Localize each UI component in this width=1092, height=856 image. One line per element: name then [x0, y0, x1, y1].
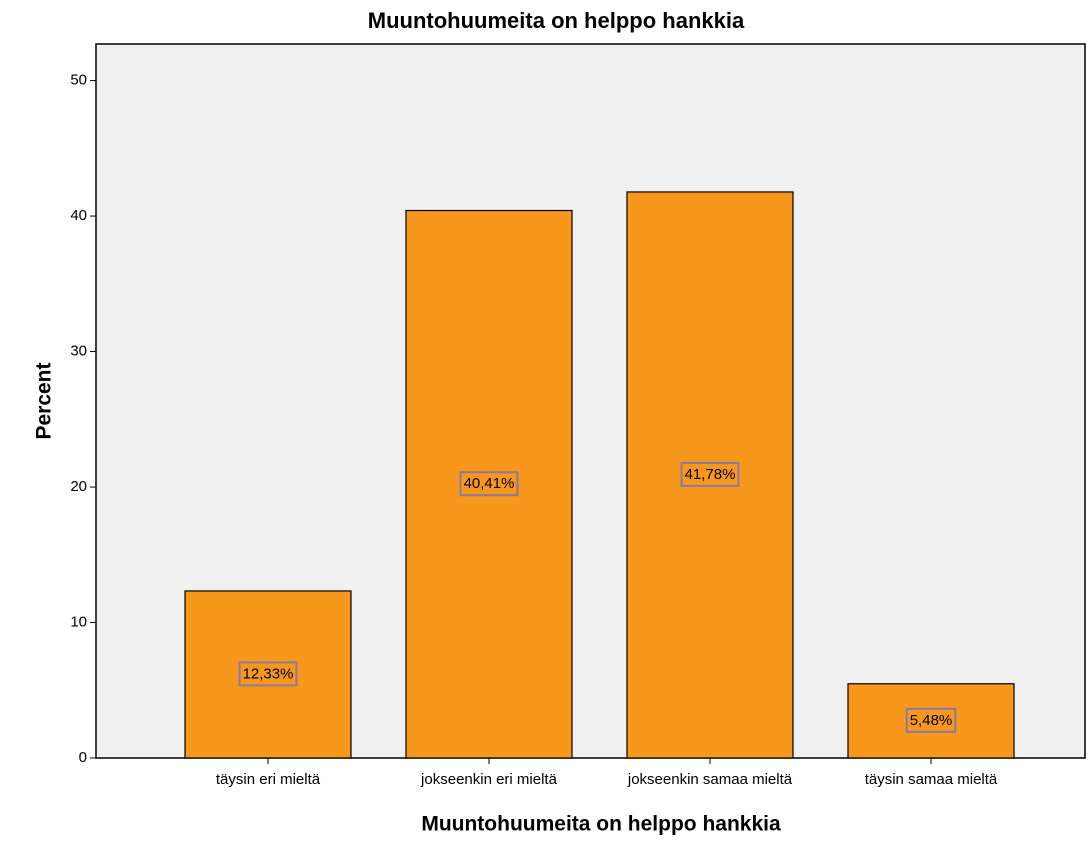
y-tick-label: 10 [70, 613, 87, 630]
x-tick-label: jokseenkin eri mieltä [420, 771, 558, 788]
y-tick-label: 20 [70, 478, 87, 495]
bar [847, 683, 1015, 759]
x-axis-title: Muuntohuumeita on helppo hankkia [421, 813, 781, 836]
value-label-box [905, 707, 957, 733]
y-axis-title: Percent [33, 362, 56, 439]
x-tick-label: jokseenkin samaa mieltä [627, 771, 793, 788]
y-tick-label: 40 [70, 207, 87, 224]
bar [626, 191, 794, 759]
value-label: 41,78% [685, 466, 736, 483]
x-tick-label: täysin samaa mieltä [865, 771, 998, 788]
value-label: 5,48% [910, 712, 953, 729]
value-label: 40,41% [464, 475, 515, 492]
value-label-box [238, 661, 298, 687]
value-label: 12,33% [243, 665, 294, 682]
value-label-box [680, 461, 740, 487]
y-tick-label: 0 [79, 749, 87, 766]
chart-title: Muuntohuumeita on helppo hankkia [368, 8, 745, 33]
bar [184, 590, 352, 759]
value-label-box [459, 471, 519, 497]
y-tick-label: 50 [70, 72, 87, 89]
x-tick-label: täysin eri mieltä [216, 771, 321, 788]
bar [405, 209, 573, 759]
y-tick-label: 30 [70, 343, 87, 360]
